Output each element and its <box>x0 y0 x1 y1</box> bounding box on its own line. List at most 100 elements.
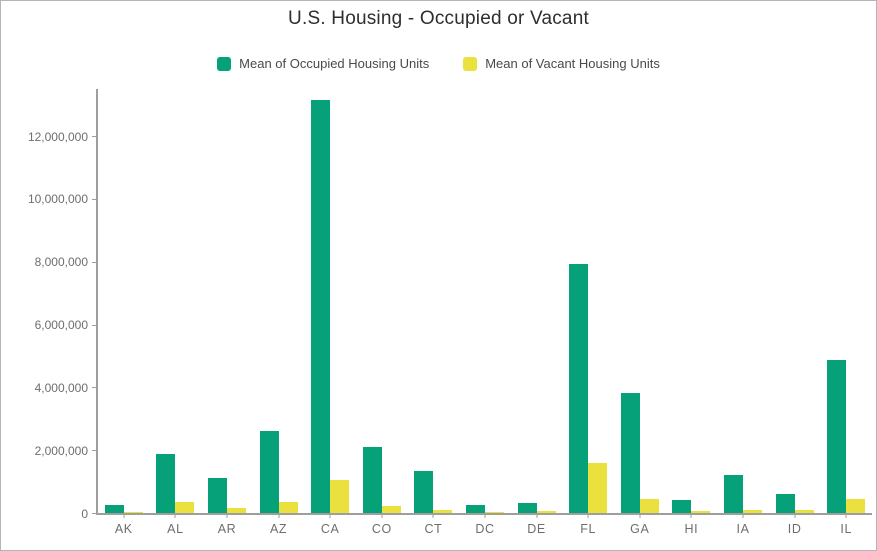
bar-group-de <box>511 89 563 513</box>
x-axis-label-az: AZ <box>270 522 288 536</box>
y-axis-label: 6,000,000 <box>34 318 88 333</box>
bar-occupied-ak[interactable] <box>104 505 124 513</box>
x-axis-tick <box>587 513 589 518</box>
bar-group-co <box>356 89 408 513</box>
x-axis-tick <box>278 513 280 518</box>
y-axis-tick <box>92 450 98 452</box>
bar-group-ak <box>98 89 150 513</box>
x-axis-label-co: CO <box>371 522 392 536</box>
x-axis-label-ar: AR <box>217 522 237 536</box>
bar-group-al <box>150 89 202 513</box>
bar-occupied-hi[interactable] <box>672 499 692 513</box>
legend-item-occupied[interactable]: Mean of Occupied Housing Units <box>217 56 429 71</box>
y-axis-tick <box>92 198 98 200</box>
y-axis-label: 10,000,000 <box>27 192 88 207</box>
bar-occupied-ar[interactable] <box>207 477 227 513</box>
bar-vacant-al[interactable] <box>175 502 195 513</box>
bar-occupied-al[interactable] <box>156 454 176 513</box>
bar-vacant-de[interactable] <box>536 511 556 513</box>
x-axis-label-al: AL <box>167 522 184 536</box>
legend-label-occupied: Mean of Occupied Housing Units <box>239 56 430 71</box>
x-axis-label-il: IL <box>840 522 852 536</box>
bar-occupied-il[interactable] <box>827 360 847 513</box>
bar-vacant-ar[interactable] <box>226 507 246 513</box>
bar-vacant-hi[interactable] <box>691 511 711 513</box>
x-axis-tick <box>639 513 641 518</box>
x-axis-label-ak: AK <box>114 522 133 536</box>
bar-group-ct <box>408 89 460 513</box>
x-axis-tick <box>226 513 228 518</box>
bar-vacant-dc[interactable] <box>484 512 504 513</box>
x-axis-label-ia: IA <box>736 522 750 536</box>
x-axis-label-hi: HI <box>684 522 699 536</box>
legend-swatch-vacant-icon <box>463 56 478 71</box>
bar-vacant-ca[interactable] <box>330 479 350 513</box>
bar-occupied-id[interactable] <box>775 494 795 513</box>
x-axis-label-ca: CA <box>320 522 340 536</box>
bar-vacant-ia[interactable] <box>742 509 762 513</box>
bar-group-fl <box>562 89 614 513</box>
bar-vacant-fl[interactable] <box>588 463 608 513</box>
bar-occupied-dc[interactable] <box>465 505 485 513</box>
bar-occupied-ct[interactable] <box>414 470 434 513</box>
bar-group-ar <box>201 89 253 513</box>
y-axis-label: 2,000,000 <box>34 443 88 458</box>
x-axis-tick <box>432 513 434 518</box>
bar-occupied-fl[interactable] <box>569 263 589 513</box>
legend-label-vacant: Mean of Vacant Housing Units <box>485 56 660 71</box>
bar-group-id <box>769 89 821 513</box>
bar-vacant-ak[interactable] <box>123 511 143 513</box>
y-axis-tick <box>92 136 98 138</box>
y-axis-tick <box>92 513 98 514</box>
bar-vacant-id[interactable] <box>794 510 814 513</box>
y-axis-label: 0 <box>81 506 88 521</box>
bar-occupied-ia[interactable] <box>723 474 743 513</box>
bar-group-hi <box>666 89 718 513</box>
y-axis-tick <box>92 387 98 389</box>
y-axis-label: 12,000,000 <box>27 129 88 144</box>
x-axis-label-de: DE <box>527 522 546 536</box>
bar-vacant-co[interactable] <box>381 506 401 513</box>
bar-group-az <box>253 89 305 513</box>
x-axis-tick <box>329 513 331 518</box>
bar-group-dc <box>459 89 511 513</box>
bar-group-ga <box>614 89 666 513</box>
bar-group-ca <box>304 89 356 513</box>
bar-occupied-de[interactable] <box>517 502 537 513</box>
legend: Mean of Occupied Housing Units Mean of V… <box>1 56 876 71</box>
bar-group-ia <box>717 89 769 513</box>
x-axis-tick <box>536 513 538 518</box>
x-axis-tick <box>794 513 796 518</box>
bar-group-il <box>820 89 872 513</box>
x-axis-tick <box>123 513 125 518</box>
bar-vacant-il[interactable] <box>846 499 866 513</box>
x-axis-tick <box>690 513 692 518</box>
bar-occupied-ga[interactable] <box>620 393 640 513</box>
bar-occupied-az[interactable] <box>259 431 279 513</box>
y-axis-label: 4,000,000 <box>34 380 88 395</box>
x-axis-label-fl: FL <box>580 522 597 536</box>
plot-area: 0 2,000,000 4,000,000 6,000,000 8,000,000 10,… <box>28 89 872 536</box>
bar-occupied-ca[interactable] <box>311 100 331 513</box>
x-axis-tick <box>845 513 847 518</box>
y-axis-tick <box>92 261 98 263</box>
bar-groups <box>98 89 872 513</box>
x-axis-tick <box>174 513 176 518</box>
bar-vacant-ga[interactable] <box>639 498 659 513</box>
x-axis-label-ga: GA <box>630 522 650 536</box>
x-axis-tick <box>742 513 744 518</box>
bar-occupied-co[interactable] <box>362 447 382 513</box>
chart-title: U.S. Housing - Occupied or Vacant <box>288 8 589 29</box>
x-axis-tick <box>484 513 486 518</box>
legend-swatch-occupied-icon <box>217 56 232 71</box>
x-axis-tick <box>381 513 383 518</box>
bar-vacant-ct[interactable] <box>433 510 453 513</box>
y-axis-tick <box>92 324 98 326</box>
y-axis-label: 8,000,000 <box>34 255 88 270</box>
legend-item-vacant[interactable]: Mean of Vacant Housing Units <box>463 56 660 71</box>
x-axis-label-dc: DC <box>475 522 495 536</box>
x-axis-label-ct: CT <box>424 522 443 536</box>
x-axis-label-id: ID <box>787 522 802 536</box>
bar-vacant-az[interactable] <box>278 502 298 513</box>
